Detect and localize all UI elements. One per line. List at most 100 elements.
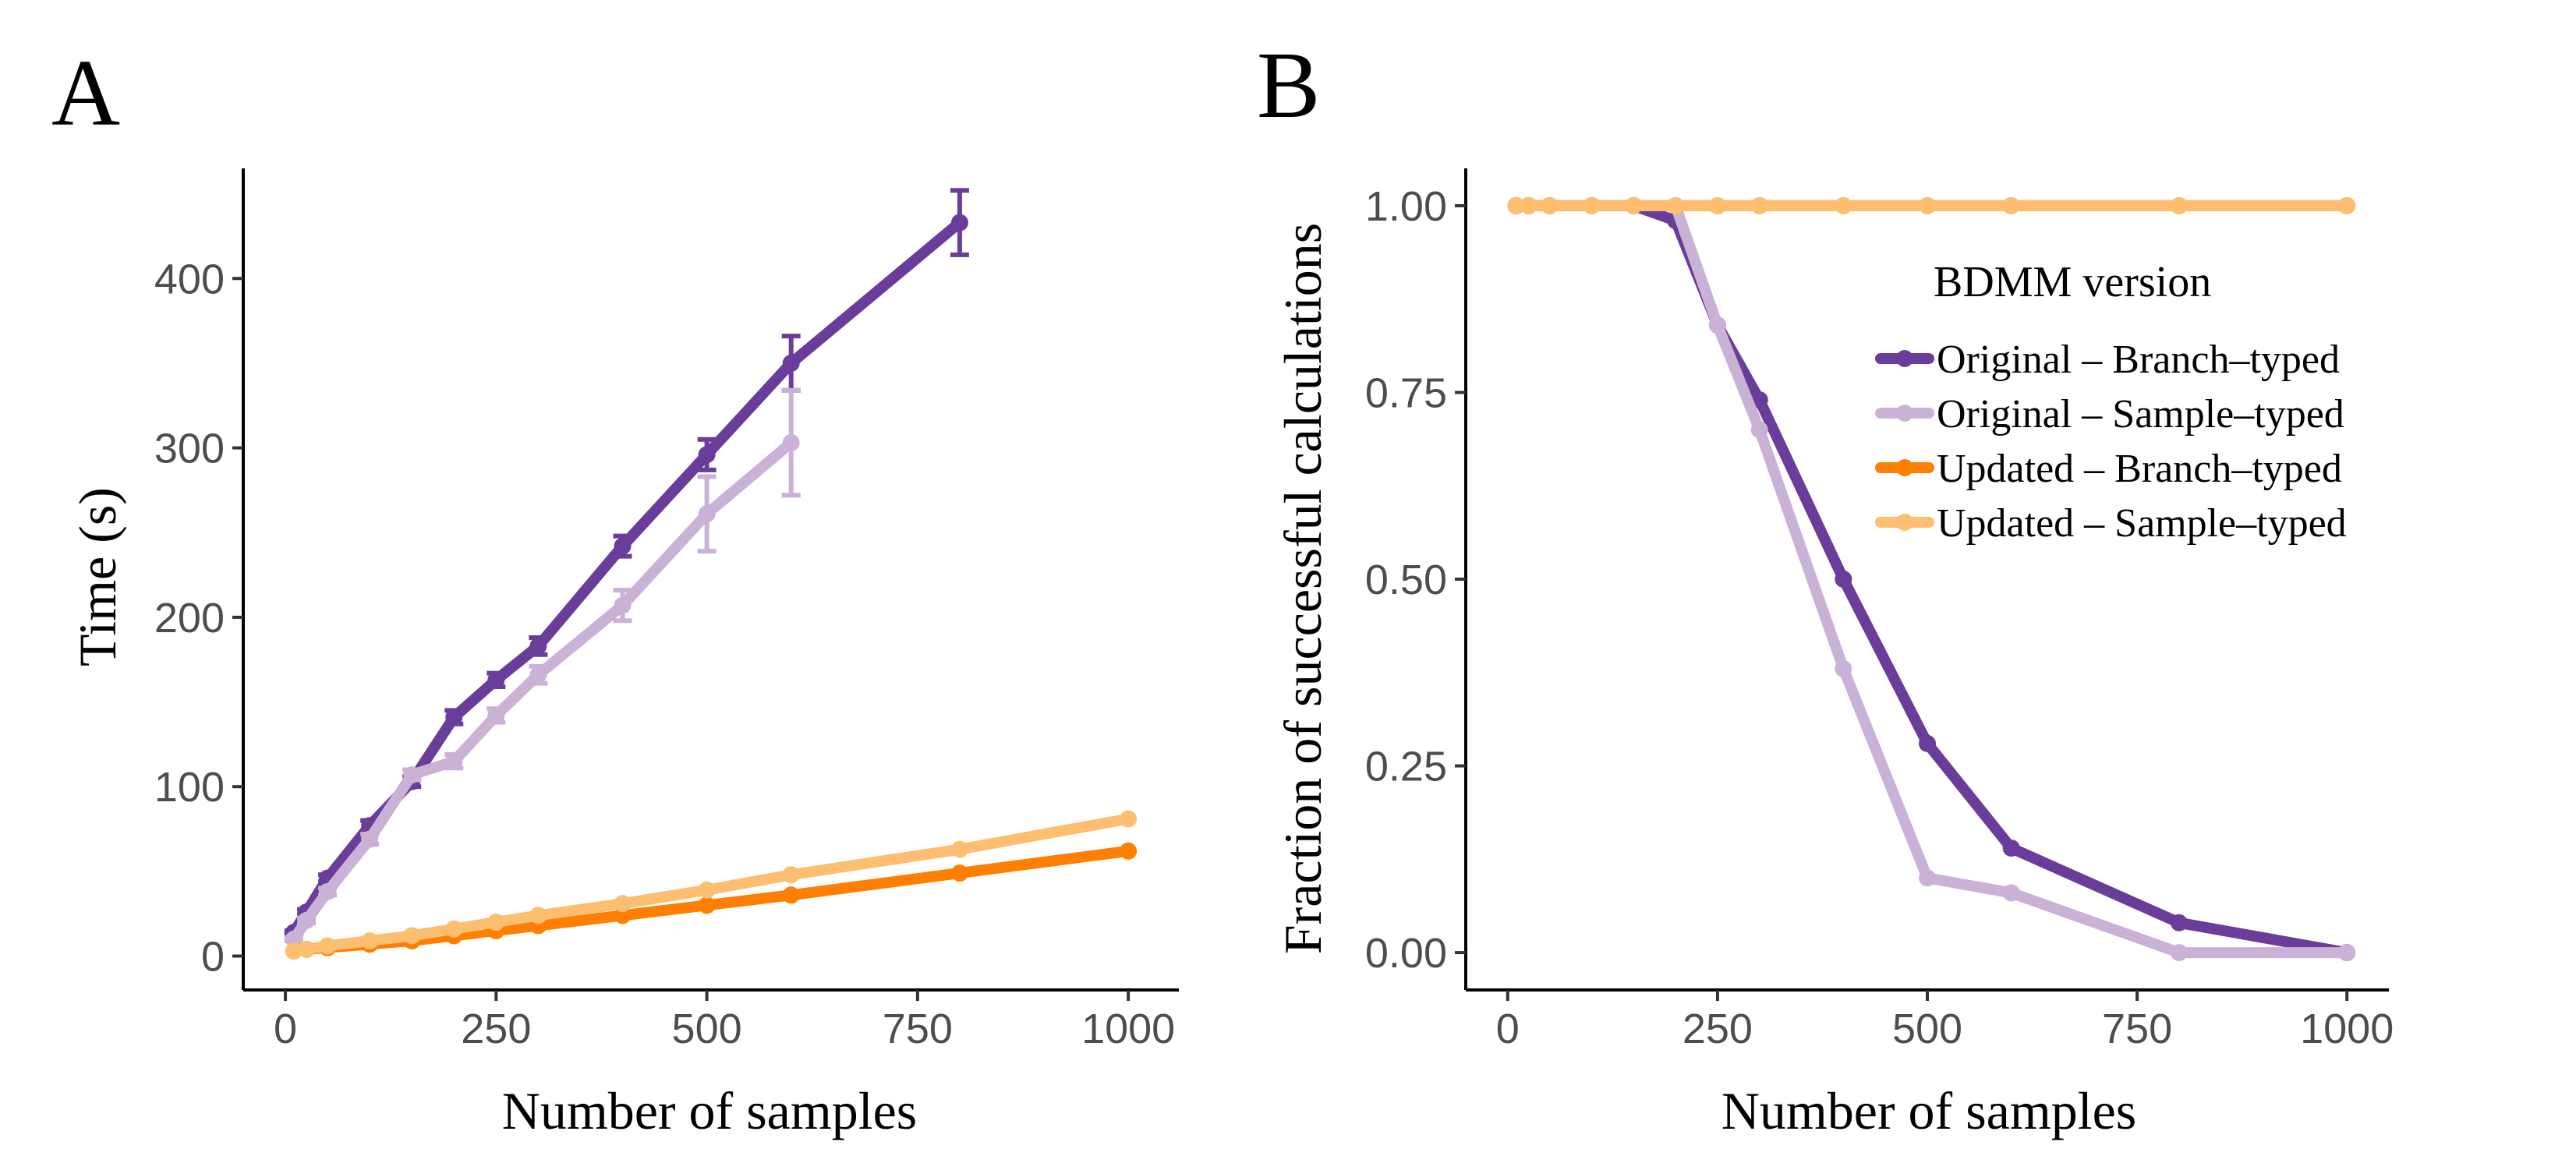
data-point (1835, 571, 1852, 588)
panel-b-series-original-sample-typed (1507, 196, 2356, 962)
data-point (614, 907, 632, 924)
panel-b-x-tick-label: 0 (1496, 1006, 1520, 1052)
panel-a-y-tick-label: 0 (201, 934, 225, 981)
legend-key-point (1896, 514, 1913, 531)
data-point (782, 434, 800, 452)
series-line (288, 437, 797, 945)
data-point (1520, 196, 1537, 214)
data-point (2338, 196, 2356, 214)
data-point (782, 354, 800, 372)
panel-a-y-axis-title: Time (s) (68, 487, 127, 666)
panel-b-x-tick-label: 1000 (2300, 1006, 2394, 1052)
panel-b-y-tick-label: 0.25 (1365, 744, 1447, 790)
legend-item: Original – Sample–typed (1875, 392, 2344, 437)
data-point (403, 766, 421, 784)
data-point (1750, 391, 1768, 409)
data-point (529, 637, 547, 655)
panel-a-x-tick-label: 250 (461, 1006, 531, 1052)
data-point (1919, 869, 1936, 887)
panel-b-x-tick-label: 500 (1892, 1006, 1962, 1052)
legend-item: Updated – Sample–typed (1875, 501, 2347, 546)
legend-item: Original – Branch–typed (1875, 338, 2340, 382)
panel-a-y-tick-label: 200 (154, 595, 225, 642)
panel-b-y-axis-title: Fraction of successful calculations (1273, 223, 1332, 955)
data-point (445, 752, 463, 770)
panel-a-y-tick-label: 300 (154, 426, 225, 472)
panel-a-x-axis-title: Number of samples (502, 1081, 918, 1140)
data-point (487, 706, 505, 724)
legend-label: Updated – Branch–typed (1937, 447, 2342, 491)
panel-a-series-updated-sample-typed (285, 810, 1138, 960)
data-point (445, 920, 463, 938)
panel-a-series-original-branch-typed (284, 188, 969, 942)
data-point (1835, 659, 1852, 677)
data-point (698, 505, 716, 523)
panel-a-y-tick-label: 400 (154, 256, 225, 302)
data-point (319, 882, 337, 900)
panel-b-y-tick-label: 0.00 (1365, 930, 1447, 977)
data-point (298, 940, 316, 958)
data-point (1667, 196, 1685, 214)
series-line (288, 217, 965, 939)
panel-b-series (1507, 196, 2356, 962)
panel-b-y-tick-label: 0.50 (1365, 557, 1447, 603)
data-point (1750, 196, 1768, 214)
data-point (2002, 196, 2020, 214)
panel-b-x-tick-label: 250 (1683, 1006, 1753, 1052)
panel-a-x-tick-label: 1000 (1081, 1006, 1175, 1052)
legend-label: Original – Branch–typed (1937, 338, 2340, 382)
data-point (2170, 196, 2188, 214)
data-point (1835, 196, 1852, 214)
data-point (1507, 196, 1525, 214)
series-line (1510, 200, 2353, 959)
data-point (2170, 944, 2188, 962)
data-point (487, 914, 505, 931)
panel-b-series-updated-sample-typed (1507, 196, 2356, 214)
panel-a-series (284, 188, 1138, 960)
data-point (782, 886, 800, 904)
legend-label: Updated – Sample–typed (1937, 501, 2347, 546)
legend-label: Original – Sample–typed (1937, 392, 2344, 437)
data-point (2338, 944, 2356, 962)
data-point (1541, 196, 1559, 214)
panel-a-letter: A (51, 41, 120, 146)
data-point (614, 537, 632, 555)
data-point (361, 931, 379, 949)
panel-b-x-axis-title: Number of samples (1721, 1081, 2137, 1140)
data-point (445, 709, 463, 726)
data-point (298, 911, 316, 929)
panel-b-letter: B (1257, 33, 1320, 138)
legend-key-point (1896, 459, 1913, 476)
data-point (1750, 421, 1768, 439)
data-point (950, 864, 968, 882)
panel-b-ticks: 0 250 500 750 1000 0.00 0.25 0.50 0.75 1.00 (1365, 183, 2394, 1052)
panel-a-x-tick-label: 500 (672, 1006, 742, 1052)
data-point (2002, 884, 2020, 902)
data-point (319, 937, 337, 955)
data-point (614, 895, 632, 913)
data-point (403, 927, 421, 945)
data-point (529, 666, 547, 684)
legend-key-point (1896, 350, 1913, 367)
legend-item: Updated – Branch–typed (1875, 447, 2342, 491)
data-point (698, 446, 716, 464)
legend-title: BDMM version (1934, 258, 2211, 306)
data-point (285, 942, 303, 960)
data-point (698, 881, 716, 899)
panel-a-series-original-sample-typed (284, 387, 801, 948)
data-point (285, 930, 303, 948)
panel-a-x-tick-label: 0 (274, 1006, 297, 1052)
data-point (1708, 316, 1726, 334)
data-point (487, 671, 505, 689)
panel-b-legend: BDMM version Original – Branch–typed Orig… (1875, 258, 2347, 546)
panel-a-y-tick-label: 100 (154, 764, 225, 811)
data-point (529, 907, 547, 924)
series-line (1510, 200, 2353, 959)
panel-a-ticks: 0 250 500 750 1000 0 100 200 300 400 (154, 256, 1175, 1052)
data-point (1625, 196, 1643, 214)
data-point (1120, 810, 1138, 828)
panel-b-series-original-branch-typed (1507, 196, 2356, 962)
data-point (1120, 842, 1138, 860)
data-point (698, 896, 716, 914)
